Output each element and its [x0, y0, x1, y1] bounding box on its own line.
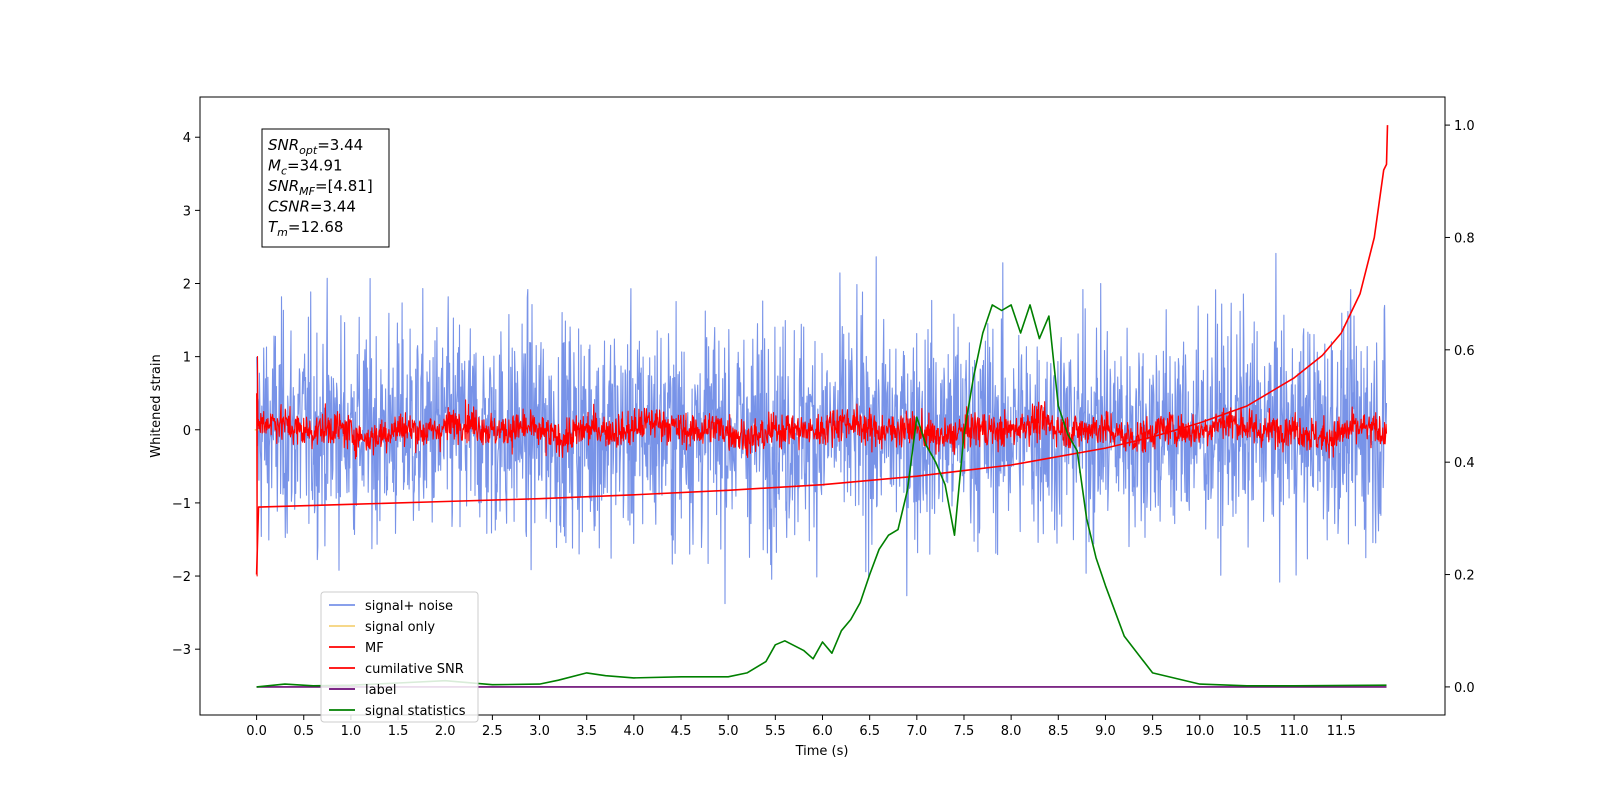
legend-label: signal+ noise [365, 599, 453, 614]
x-tick-label: 0.0 [246, 724, 267, 739]
x-tick-label: 1.0 [341, 724, 362, 739]
legend-label: label [365, 683, 396, 698]
y-tick-label: −2 [172, 570, 191, 585]
y-right-tick-label: 0.2 [1454, 569, 1475, 584]
legend: signal+ noise signal only MF cumilative SNR… [320, 591, 479, 723]
legend-label: signal statistics [365, 704, 466, 719]
x-tick-label: 4.5 [671, 724, 692, 739]
y-axis-label: Whitened strain [149, 354, 164, 457]
x-tick-label: 7.5 [954, 724, 975, 739]
legend-label: signal only [365, 620, 435, 635]
series-line-5 [256, 304, 1387, 688]
x-tick-label: 5.0 [718, 724, 739, 739]
annotation-line: Tm=12.68 [268, 218, 343, 239]
y-tick-label: −1 [172, 497, 191, 512]
annotation-line: Mc=34.91 [268, 157, 343, 178]
x-tick-label: 9.0 [1095, 724, 1116, 739]
x-tick-label: 5.5 [765, 724, 786, 739]
y-tick-label: 4 [183, 131, 191, 146]
annotation-line: CSNR=3.44 [268, 198, 356, 216]
x-tick-label: 11.5 [1327, 724, 1356, 739]
series-line-2 [256, 356, 1388, 577]
y-right-tick-label: 0.0 [1454, 681, 1475, 696]
x-tick-label: 1.5 [388, 724, 409, 739]
annotation-line: SNRMF=[4.81] [268, 177, 373, 198]
y-right-tick-label: 0.4 [1454, 456, 1475, 471]
x-tick-label: 9.5 [1142, 724, 1163, 739]
x-tick-label: 6.5 [859, 724, 880, 739]
annotation-frame [261, 128, 390, 248]
ticks-layer: 0.0 0.5 1.0 1.5 2.0 2.5 3.0 3.5 4.0 4.5 5.0 5.5 6.0 6… [172, 119, 1475, 739]
legend-label: cumilative SNR [365, 662, 464, 677]
y-tick-label: 2 [183, 277, 191, 292]
x-tick-label: 6.0 [812, 724, 833, 739]
y-right-tick-label: 0.8 [1454, 231, 1475, 246]
series-layer [254, 125, 1389, 688]
x-tick-label: 2.5 [482, 724, 503, 739]
y-right-tick-label: 1.0 [1454, 119, 1475, 134]
x-tick-label: 2.0 [435, 724, 456, 739]
legend-frame [320, 591, 479, 723]
x-tick-label: 4.0 [624, 724, 645, 739]
x-tick-label: 7.0 [906, 724, 927, 739]
series-line-0 [256, 252, 1388, 605]
y-tick-label: 3 [183, 204, 191, 219]
x-axis-label: Time (s) [795, 744, 849, 759]
x-tick-label: 10.0 [1185, 724, 1214, 739]
y-right-tick-label: 0.6 [1454, 344, 1475, 359]
x-tick-label: 0.5 [293, 724, 314, 739]
y-tick-label: 0 [183, 424, 191, 439]
series-line-3 [255, 125, 1389, 575]
annotation-line: SNRopt=3.44 [268, 136, 363, 157]
x-tick-label: 8.5 [1048, 724, 1069, 739]
x-tick-label: 3.0 [529, 724, 550, 739]
y-tick-label: 1 [183, 351, 191, 366]
legend-label: MF [365, 641, 384, 656]
y-tick-label: −3 [172, 643, 191, 658]
annotation-box: SNRopt=3.44Mc=34.91SNRMF=[4.81]CSNR=3.44… [261, 128, 390, 248]
x-tick-label: 11.0 [1280, 724, 1309, 739]
x-tick-label: 8.0 [1001, 724, 1022, 739]
x-tick-label: 3.5 [576, 724, 597, 739]
x-tick-label: 10.5 [1232, 724, 1261, 739]
